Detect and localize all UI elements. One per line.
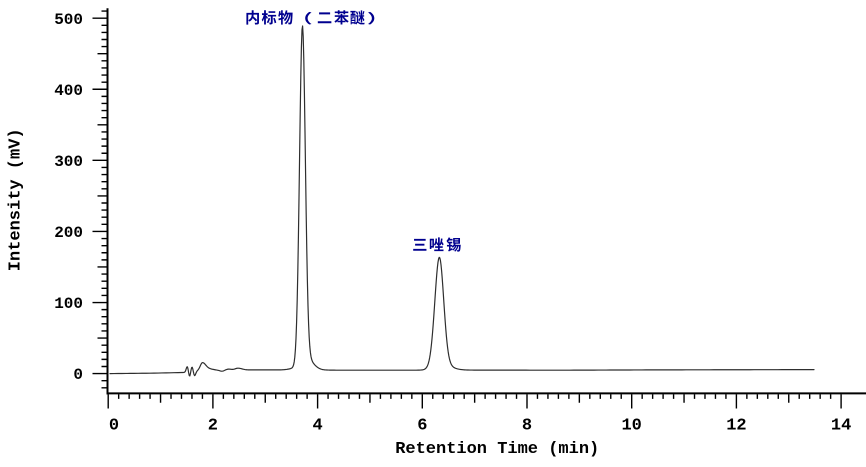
- svg-text:10: 10: [621, 417, 641, 436]
- svg-text:Intensity (mV): Intensity (mV): [6, 128, 25, 271]
- svg-text:Retention Time (min): Retention Time (min): [395, 440, 599, 459]
- svg-text:8: 8: [522, 417, 532, 436]
- svg-text:4: 4: [312, 417, 322, 436]
- svg-text:100: 100: [54, 295, 83, 313]
- svg-text:14: 14: [831, 417, 851, 436]
- svg-text:400: 400: [54, 82, 83, 100]
- svg-text:200: 200: [54, 224, 83, 242]
- svg-text:2: 2: [208, 417, 218, 436]
- svg-text:500: 500: [54, 11, 83, 29]
- svg-text:0: 0: [73, 366, 83, 384]
- svg-text:6: 6: [417, 417, 427, 436]
- svg-text:12: 12: [726, 417, 746, 436]
- svg-text:300: 300: [54, 153, 83, 171]
- svg-text:0: 0: [109, 417, 119, 436]
